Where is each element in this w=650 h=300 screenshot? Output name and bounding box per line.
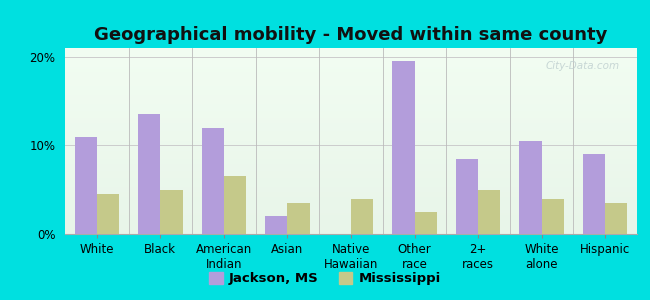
Bar — [161, 190, 183, 234]
Bar — [138, 114, 161, 234]
Bar — [393, 61, 415, 234]
Bar — [75, 136, 97, 234]
Bar — [583, 154, 605, 234]
Bar — [224, 176, 246, 234]
Bar — [351, 199, 373, 234]
Bar — [519, 141, 541, 234]
Bar — [605, 203, 627, 234]
Bar — [478, 190, 500, 234]
Bar — [202, 128, 224, 234]
Bar — [456, 159, 478, 234]
Bar — [287, 203, 309, 234]
Bar — [97, 194, 119, 234]
Text: City-Data.com: City-Data.com — [546, 61, 620, 71]
Bar — [265, 216, 287, 234]
Title: Geographical mobility - Moved within same county: Geographical mobility - Moved within sam… — [94, 26, 608, 44]
Bar — [541, 199, 564, 234]
Legend: Jackson, MS, Mississippi: Jackson, MS, Mississippi — [204, 266, 446, 290]
Bar — [415, 212, 437, 234]
